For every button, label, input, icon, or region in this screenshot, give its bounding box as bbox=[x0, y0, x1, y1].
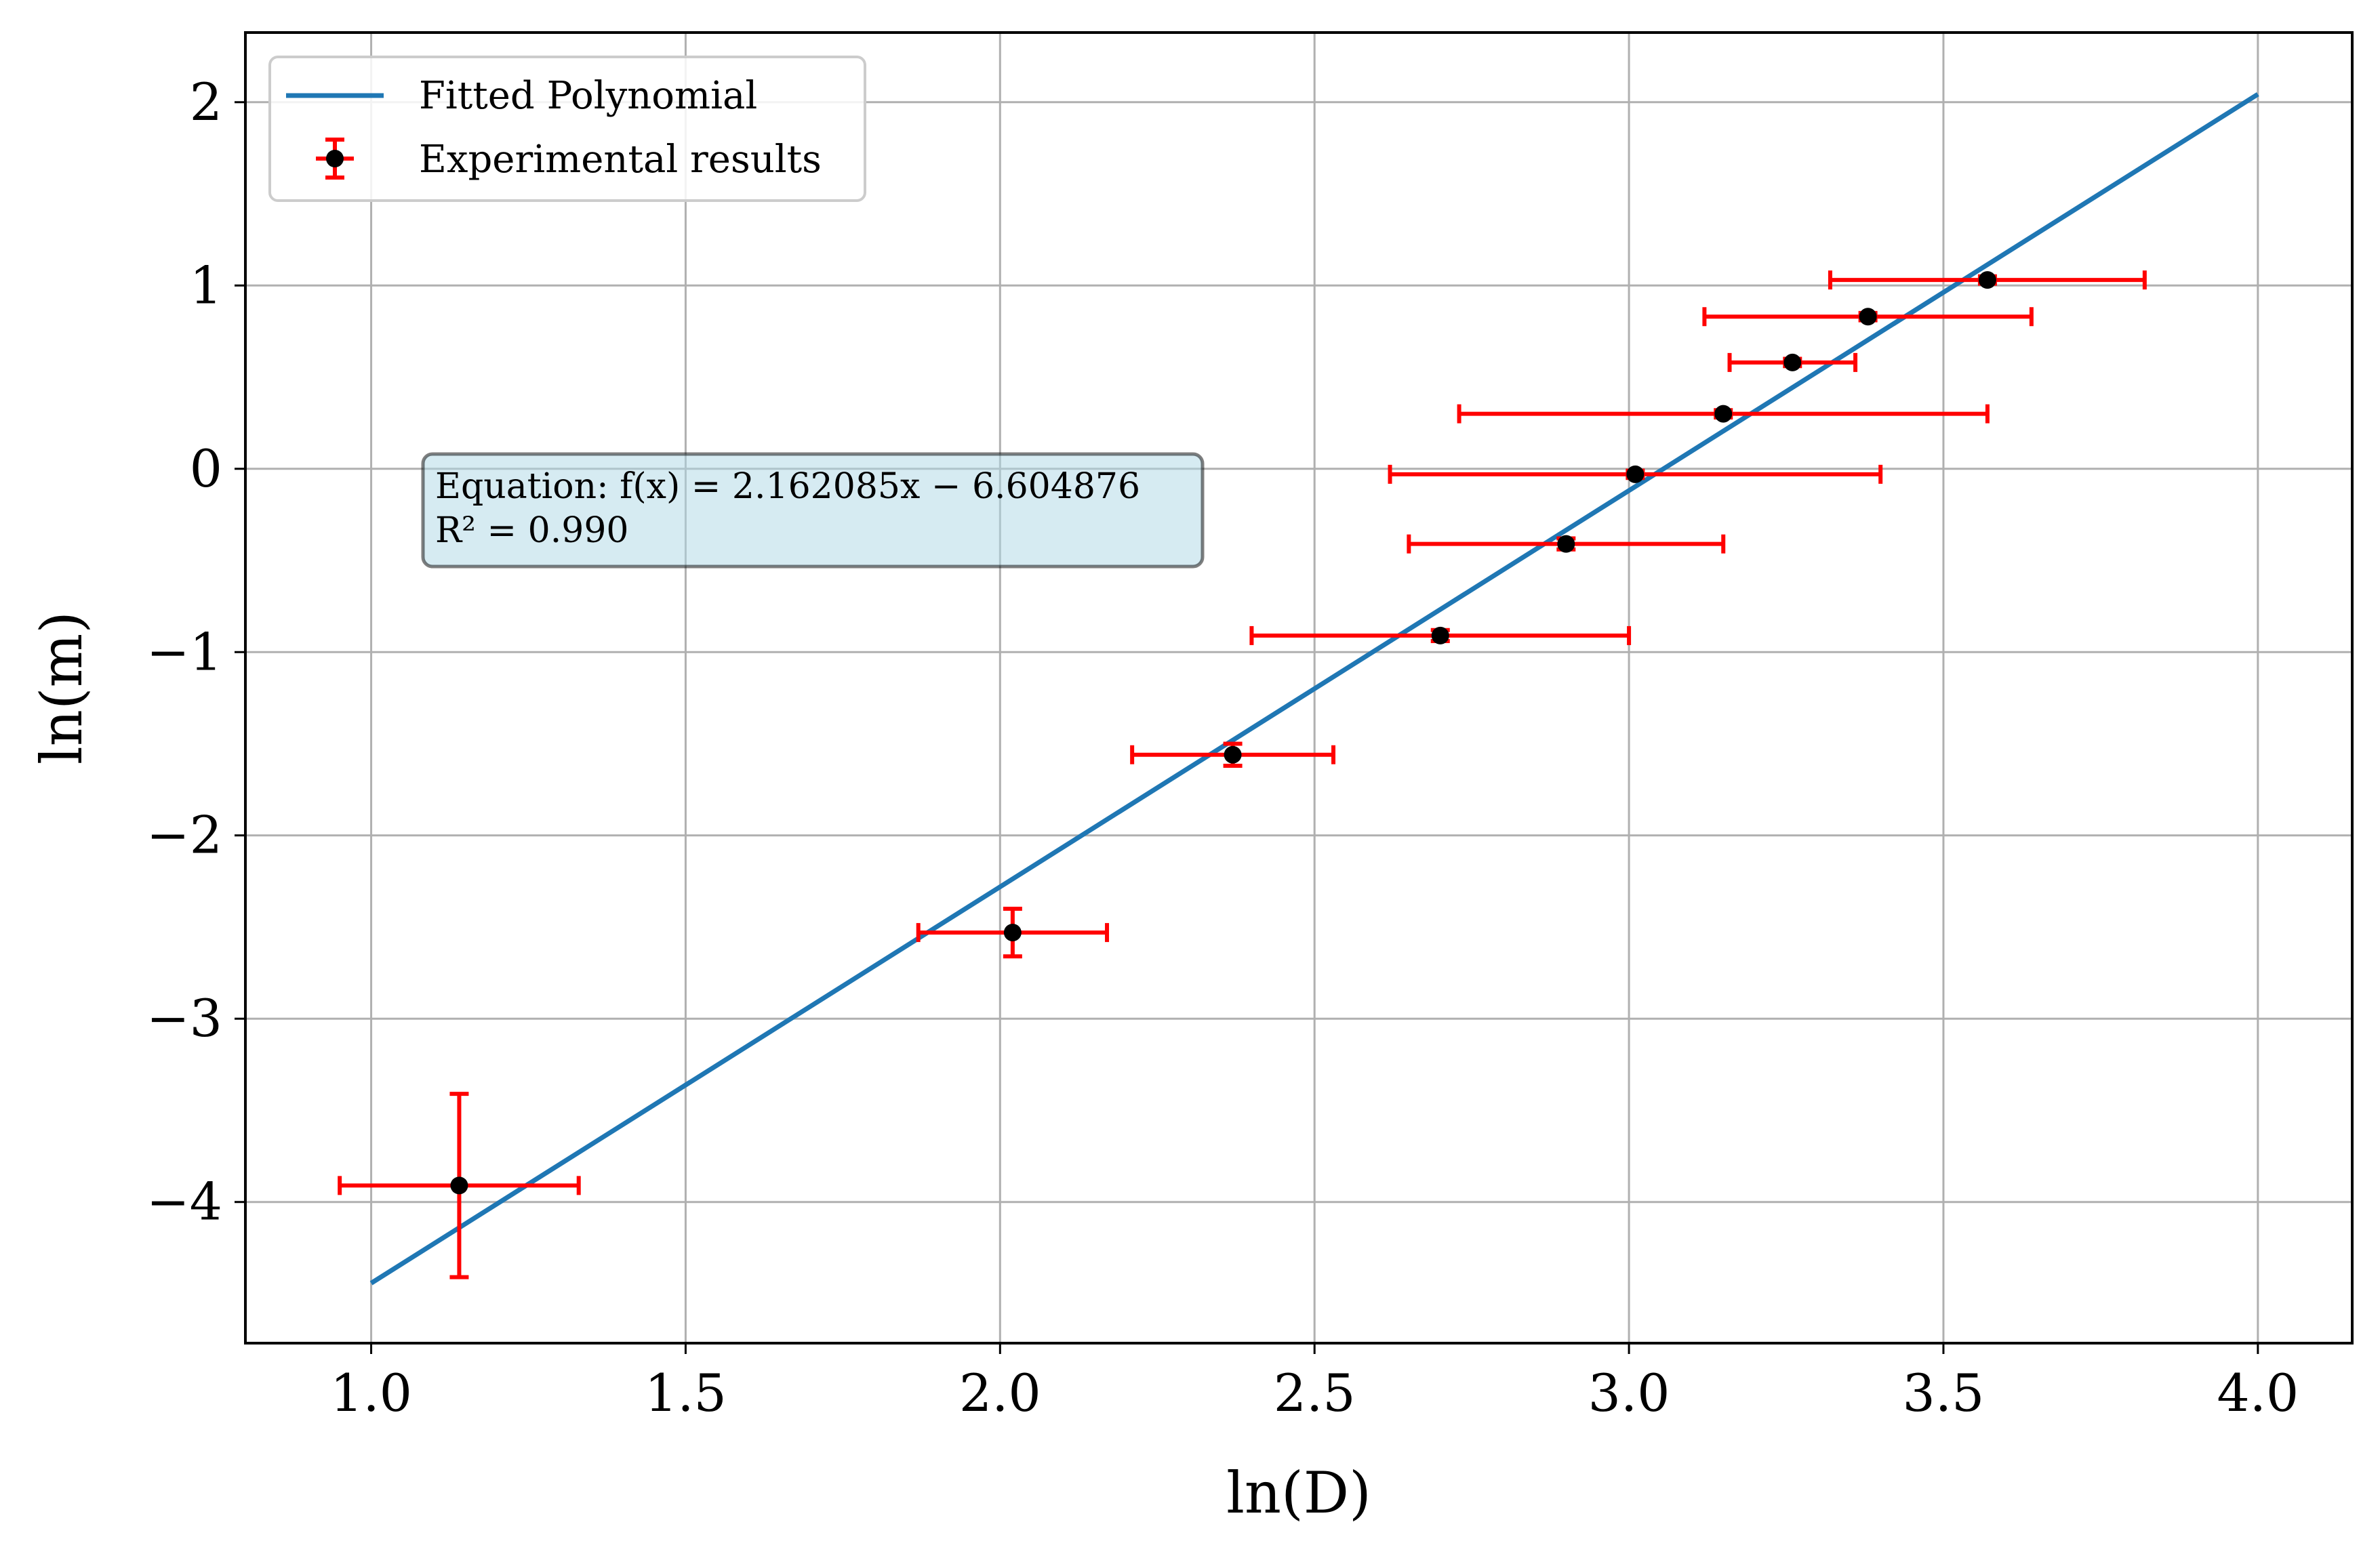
fitted-line bbox=[369, 92, 2259, 1286]
annotation-r-squared: R² = 0.990 bbox=[435, 510, 629, 551]
equation-annotation: Equation: f(x) = 2.162085x − 6.604876 R²… bbox=[421, 452, 1205, 569]
y-tick-label: 1 bbox=[190, 255, 222, 315]
data-point bbox=[1714, 405, 1733, 423]
y-tick-label: −2 bbox=[146, 805, 222, 865]
x-tick-label: 1.0 bbox=[330, 1363, 412, 1423]
data-point bbox=[1431, 626, 1449, 644]
grid bbox=[245, 33, 2352, 1343]
y-tick-label: −4 bbox=[146, 1172, 222, 1232]
legend: Fitted Polynomial Experimental results bbox=[268, 56, 866, 202]
annotation-box bbox=[421, 452, 1205, 569]
data-point bbox=[1626, 465, 1645, 483]
x-tick-label: 3.0 bbox=[1588, 1363, 1670, 1423]
y-tick-label: 0 bbox=[190, 438, 222, 499]
legend-box bbox=[268, 56, 866, 202]
x-tick-label: 4.0 bbox=[2217, 1363, 2299, 1423]
annotation-equation: Equation: f(x) = 2.162085x − 6.604876 bbox=[435, 466, 1140, 507]
legend-label-experimental: Experimental results bbox=[419, 138, 822, 182]
fit-line-layer bbox=[369, 92, 2259, 1286]
data-point bbox=[1783, 353, 1802, 371]
x-tick-label: 1.5 bbox=[645, 1363, 727, 1423]
data-point bbox=[450, 1176, 468, 1195]
y-tick-label: −1 bbox=[146, 621, 222, 682]
data-point bbox=[1859, 308, 1877, 326]
data-point bbox=[1557, 535, 1575, 553]
data-point bbox=[1224, 745, 1242, 764]
legend-label-fit: Fitted Polynomial bbox=[419, 74, 757, 118]
x-tick-label: 2.5 bbox=[1274, 1363, 1356, 1423]
y-tick-label: −3 bbox=[146, 988, 222, 1048]
ticks: 1.0 1.5 2.0 2.5 3.0 3.5 4.0 2 1 0 −1 −2 −3 −4 bbox=[146, 72, 2299, 1423]
legend-errorbar-swatch bbox=[316, 138, 354, 180]
plot-frame bbox=[244, 31, 2354, 1345]
data-point bbox=[1003, 924, 1022, 942]
y-tick-label: 2 bbox=[190, 72, 222, 132]
data-point bbox=[1978, 271, 1996, 289]
data-point-layer bbox=[450, 271, 1996, 1195]
x-axis-label: ln(D) bbox=[1226, 1460, 1371, 1526]
x-tick-label: 3.5 bbox=[1903, 1363, 1985, 1423]
x-tick-label: 2.0 bbox=[959, 1363, 1041, 1423]
y-axis-label: ln(m) bbox=[28, 611, 95, 764]
